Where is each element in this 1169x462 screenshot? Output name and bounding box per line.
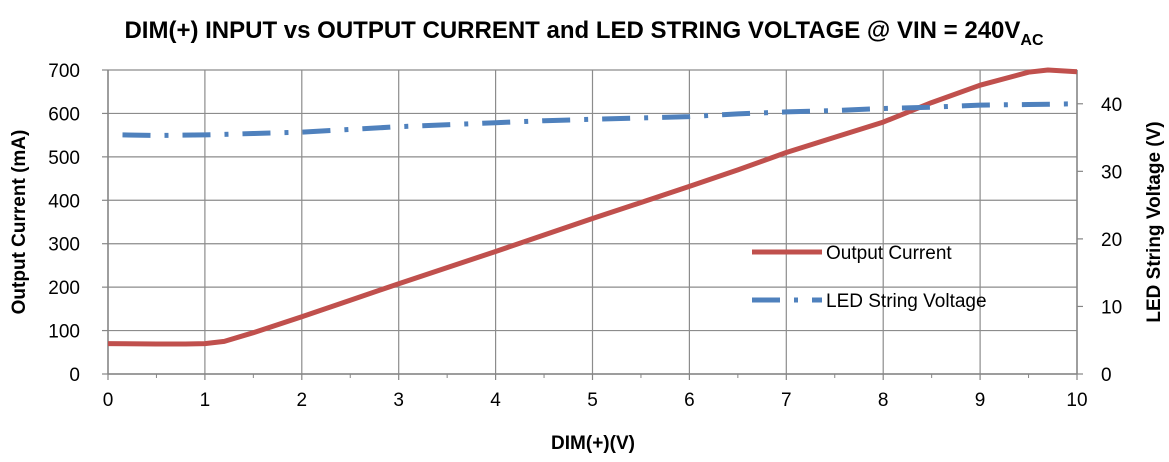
y-right-tick-label: 20	[1101, 230, 1122, 251]
y-axis-right-title: LED String Voltage (V)	[1144, 121, 1165, 322]
chart-title: DIM(+) INPUT vs OUTPUT CURRENT and LED S…	[124, 17, 1044, 49]
legend-label: LED String Voltage	[826, 291, 987, 312]
y-right-tick-label: 40	[1101, 95, 1122, 116]
y-right-tick-label: 10	[1101, 297, 1122, 318]
y-left-tick-label: 0	[69, 365, 80, 386]
chart-title-subscript: AC	[1020, 32, 1044, 49]
x-tick-label: 10	[1066, 390, 1087, 411]
x-tick-label: 1	[200, 390, 211, 411]
x-tick-label: 4	[490, 390, 501, 411]
legend: Output Current LED String Voltage	[752, 243, 987, 312]
series-lines	[107, 67, 1078, 347]
legend-label: Output Current	[826, 243, 952, 264]
y-left-tick-label: 300	[48, 235, 80, 256]
y-left-tick-label: 200	[48, 278, 80, 299]
x-tick-label: 5	[587, 390, 598, 411]
chart-title-main: DIM(+) INPUT vs OUTPUT CURRENT and LED S…	[124, 17, 1020, 44]
x-tick-label: 9	[975, 390, 986, 411]
y-left-tick-label: 600	[48, 104, 80, 125]
axes	[102, 69, 1083, 380]
series-line-led-string-voltage	[122, 101, 1078, 138]
x-tick-label: 0	[103, 390, 114, 411]
y-left-tick-label: 400	[48, 191, 80, 212]
series-line-output-current	[107, 67, 1078, 347]
y-left-tick-label: 700	[48, 61, 80, 82]
x-tick-label: 8	[878, 390, 889, 411]
x-axis-title: DIM(+)(V)	[551, 433, 635, 454]
y-left-tick-label: 100	[48, 322, 80, 343]
x-tick-label: 2	[297, 390, 308, 411]
x-tick-label: 3	[393, 390, 404, 411]
gridlines	[107, 69, 1078, 375]
y-axis-left-title: Output Current (mA)	[9, 130, 30, 315]
tick-labels: 0 1 2 3 4 5 6 7 8 9 100100200300400500600700010203…	[48, 61, 1122, 411]
y-right-tick-label: 30	[1101, 162, 1122, 183]
x-tick-label: 6	[684, 390, 695, 411]
y-left-tick-label: 500	[48, 148, 80, 169]
x-tick-label: 7	[781, 390, 792, 411]
y-right-tick-label: 0	[1101, 365, 1112, 386]
